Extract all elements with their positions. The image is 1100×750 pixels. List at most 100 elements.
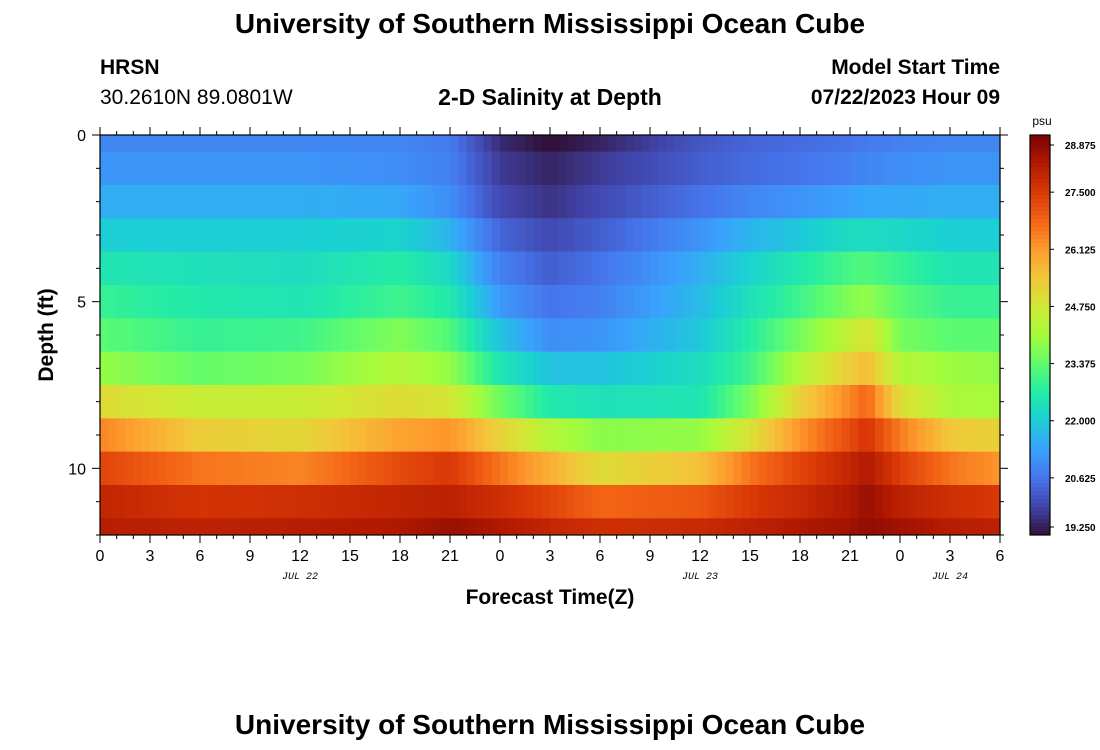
heatmap-cell [191, 285, 201, 319]
heatmap-cell [675, 318, 684, 352]
heatmap-cell [616, 135, 626, 152]
heatmap-cell [875, 251, 884, 286]
heatmap-cell [908, 135, 918, 152]
heatmap-cell [325, 385, 334, 419]
heatmap-cell [666, 451, 676, 486]
colorbar-segment [1030, 343, 1050, 348]
heatmap-cell [741, 485, 751, 519]
heatmap-cell [350, 518, 359, 536]
heatmap-cell [850, 351, 859, 386]
heatmap-cell [483, 285, 493, 319]
heatmap-cell [741, 451, 751, 486]
heatmap-cell [291, 135, 301, 152]
heatmap-cell [666, 218, 676, 252]
heatmap-cell [983, 485, 993, 519]
heatmap-cell [908, 318, 918, 352]
heatmap-cell [966, 251, 976, 286]
heatmap-cell [875, 135, 884, 152]
heatmap-cell [708, 151, 718, 186]
heatmap-cell [550, 451, 559, 486]
heatmap-cell [233, 385, 243, 419]
heatmap-cell [541, 451, 551, 486]
heatmap-cell [891, 285, 901, 319]
heatmap-cell [558, 451, 568, 486]
heatmap-cell [791, 151, 801, 186]
heatmap-cell [291, 351, 301, 386]
heatmap-cell [416, 185, 426, 219]
heatmap-cell [358, 135, 368, 152]
heatmap-cell [216, 218, 226, 252]
colorbar-segment [1030, 507, 1050, 512]
heatmap-cell [258, 385, 268, 419]
heatmap-cell [816, 151, 826, 186]
heatmap-cell [366, 518, 376, 536]
heatmap-cell [616, 185, 626, 219]
heatmap-cell [766, 385, 776, 419]
heatmap-cell [366, 351, 376, 386]
heatmap-cell [983, 251, 993, 286]
heatmap-cell [575, 318, 584, 352]
heatmap-cell [333, 418, 343, 452]
heatmap-cell [550, 485, 559, 519]
heatmap-cell [391, 385, 401, 419]
heatmap-cell [441, 251, 451, 286]
heatmap-cell [558, 351, 568, 386]
heatmap-cell [983, 351, 993, 386]
heatmap-cell [575, 385, 584, 419]
heatmap-cell [391, 251, 401, 286]
heatmap-cell [591, 451, 601, 486]
heatmap-cell [558, 418, 568, 452]
colorbar-segment [1030, 199, 1050, 204]
heatmap-cell [658, 351, 668, 386]
heatmap-cell [741, 418, 751, 452]
heatmap-cell [900, 285, 909, 319]
heatmap-cell [225, 385, 234, 419]
heatmap-cell [791, 185, 801, 219]
heatmap-cell [791, 318, 801, 352]
colorbar-segment [1030, 435, 1050, 440]
heatmap-cell [758, 485, 768, 519]
heatmap-cell [633, 518, 643, 536]
heatmap-cell [100, 485, 109, 519]
heatmap-cell [508, 151, 518, 186]
heatmap-cell [266, 135, 276, 152]
heatmap-cell [425, 518, 434, 536]
heatmap-cell [650, 285, 659, 319]
heatmap-cell [391, 485, 401, 519]
heatmap-cell [858, 485, 868, 519]
heatmap-cell [466, 451, 476, 486]
heatmap-cell [616, 485, 626, 519]
heatmap-cell [191, 418, 201, 452]
heatmap-cell [666, 151, 676, 186]
heatmap-cell [525, 251, 534, 286]
heatmap-cell [175, 385, 184, 419]
heatmap-cell [150, 485, 159, 519]
heatmap-cell [308, 185, 318, 219]
heatmap-cell [808, 151, 818, 186]
heatmap-cell [900, 218, 909, 252]
heatmap-cell [458, 351, 468, 386]
heatmap-cell [866, 318, 876, 352]
heatmap-cell [633, 318, 643, 352]
heatmap-cell [891, 518, 901, 536]
heatmap-cell [916, 285, 926, 319]
heatmap-cell [708, 385, 718, 419]
colorbar-segment [1030, 319, 1050, 324]
heatmap-cell [466, 151, 476, 186]
heatmap-cell [625, 351, 634, 386]
heatmap-cell [950, 518, 959, 536]
heatmap-cell [766, 485, 776, 519]
colorbar-segment [1030, 451, 1050, 456]
heatmap-cell [550, 135, 559, 152]
heatmap-cell [441, 518, 451, 536]
heatmap-cell [433, 251, 443, 286]
heatmap-cell [466, 485, 476, 519]
heatmap-cell [166, 151, 176, 186]
heatmap-cell [650, 451, 659, 486]
heatmap-cell [391, 518, 401, 536]
heatmap-cell [891, 318, 901, 352]
heatmap-cell [575, 185, 584, 219]
heatmap-cell [133, 351, 143, 386]
heatmap-cell [383, 518, 393, 536]
heatmap-cell [108, 151, 118, 186]
